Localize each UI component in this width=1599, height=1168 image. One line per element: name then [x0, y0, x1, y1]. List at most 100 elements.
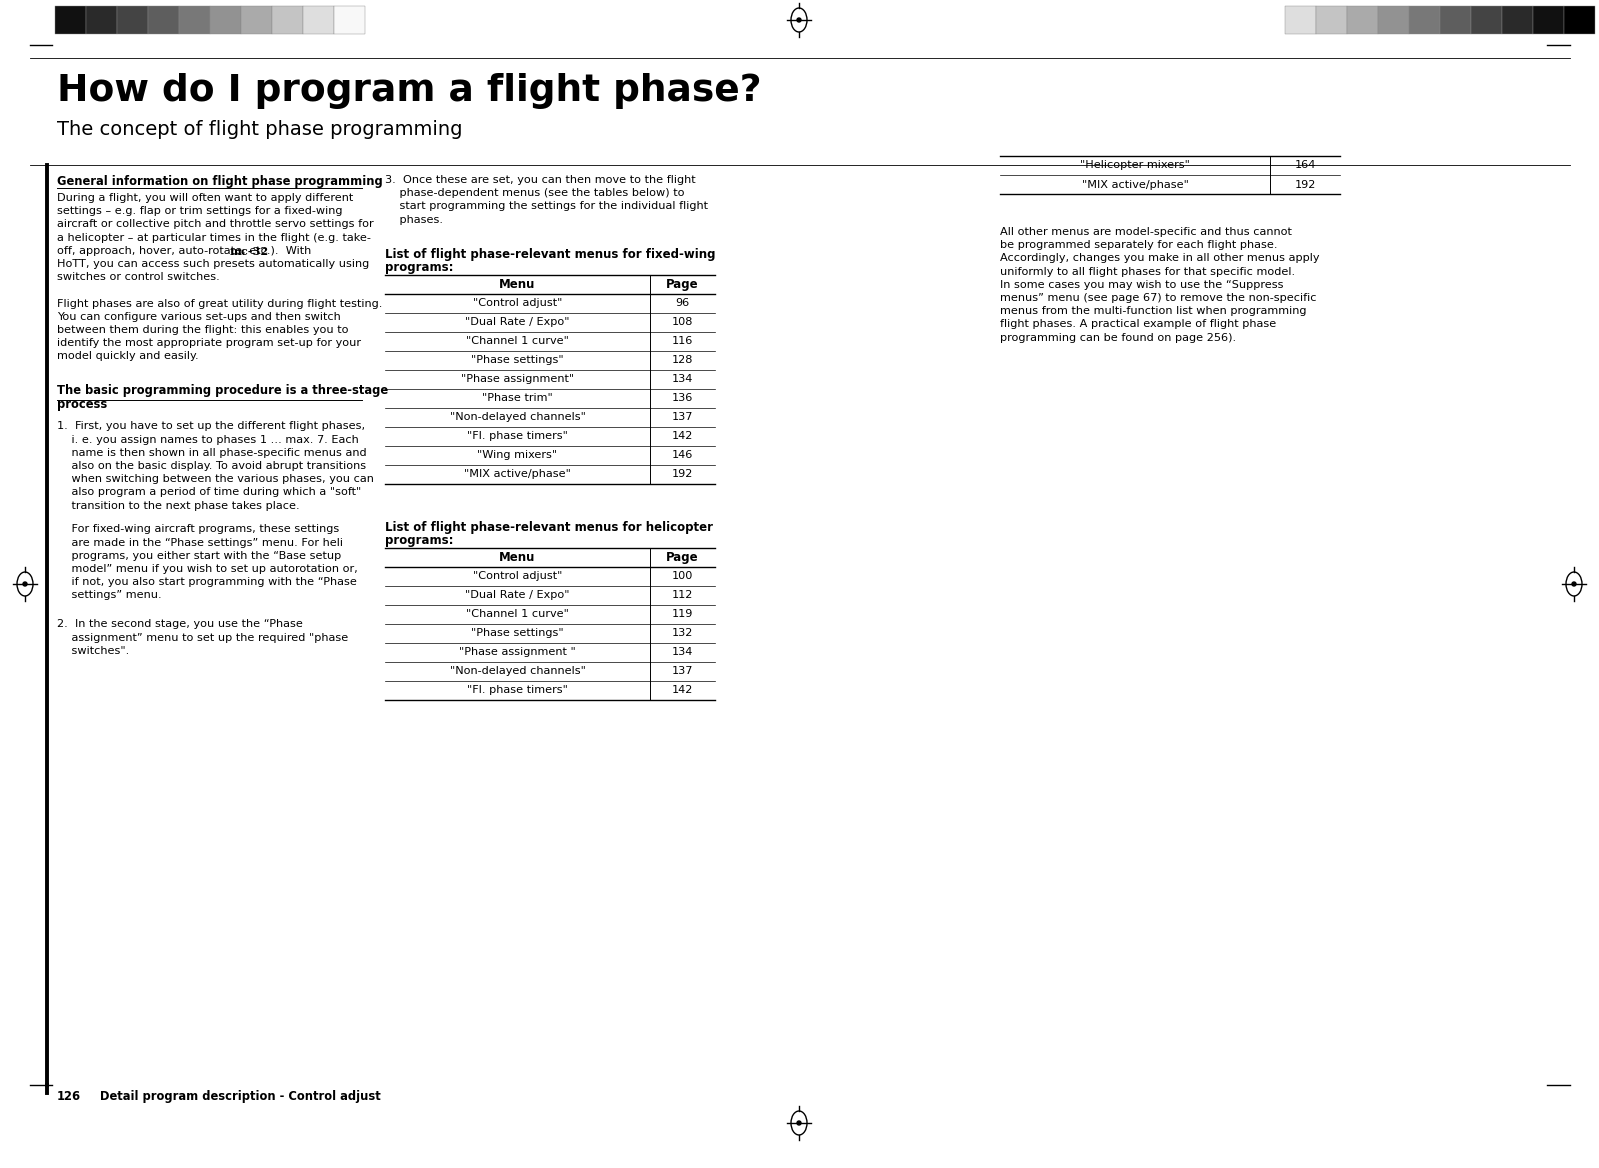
Text: General information on flight phase programming: General information on flight phase prog…	[58, 175, 382, 188]
Text: also on the basic display. To avoid abrupt transitions: also on the basic display. To avoid abru…	[58, 461, 366, 471]
Text: model quickly and easily.: model quickly and easily.	[58, 352, 198, 361]
Bar	[54, 6, 86, 34]
Text: 192: 192	[1294, 180, 1316, 189]
Text: "Fl. phase timers": "Fl. phase timers"	[467, 431, 568, 442]
Bar	[272, 6, 302, 34]
Text: programming can be found on page 256).: programming can be found on page 256).	[999, 333, 1236, 342]
Text: identify the most appropriate program set-up for your: identify the most appropriate program se…	[58, 339, 361, 348]
Text: How do I program a flight phase?: How do I program a flight phase?	[58, 72, 761, 109]
Text: programs:: programs:	[385, 260, 454, 273]
Text: programs:: programs:	[385, 534, 454, 547]
Text: menus from the multi-function list when programming: menus from the multi-function list when …	[999, 306, 1306, 317]
Text: transition to the next phase takes place.: transition to the next phase takes place…	[58, 501, 299, 510]
Circle shape	[796, 18, 801, 22]
Text: In some cases you may wish to use the “Suppress: In some cases you may wish to use the “S…	[999, 280, 1284, 290]
Text: 116: 116	[672, 336, 694, 346]
Text: "Wing mixers": "Wing mixers"	[478, 451, 558, 460]
Bar	[209, 6, 241, 34]
Text: assignment” menu to set up the required "phase: assignment” menu to set up the required …	[58, 633, 349, 642]
Text: 134: 134	[672, 647, 694, 658]
Text: also program a period of time during which a "soft": also program a period of time during whi…	[58, 487, 361, 498]
Text: "Channel 1 curve": "Channel 1 curve"	[465, 336, 569, 346]
Text: Flight phases are also of great utility during flight testing.: Flight phases are also of great utility …	[58, 299, 382, 308]
Text: Page: Page	[667, 551, 699, 564]
Text: Detail program description - Control adjust: Detail program description - Control adj…	[101, 1090, 381, 1103]
Text: switches".: switches".	[58, 646, 130, 655]
Bar	[1471, 6, 1501, 34]
Text: settings – e.g. flap or trim settings for a fixed-wing: settings – e.g. flap or trim settings fo…	[58, 207, 342, 216]
Bar	[1533, 6, 1564, 34]
Text: "Fl. phase timers": "Fl. phase timers"	[467, 686, 568, 695]
Bar	[86, 6, 117, 34]
Text: All other menus are model-specific and thus cannot: All other menus are model-specific and t…	[999, 227, 1292, 237]
Text: "Non-delayed channels": "Non-delayed channels"	[449, 412, 585, 423]
Bar	[1441, 6, 1471, 34]
Text: "Dual Rate / Expo": "Dual Rate / Expo"	[465, 591, 569, 600]
Text: programs, you either start with the “Base setup: programs, you either start with the “Bas…	[58, 551, 341, 561]
Text: "Channel 1 curve": "Channel 1 curve"	[465, 610, 569, 619]
Bar	[334, 6, 365, 34]
Text: between them during the flight: this enables you to: between them during the flight: this ena…	[58, 325, 349, 335]
Text: 128: 128	[672, 355, 694, 366]
Text: "Dual Rate / Expo": "Dual Rate / Expo"	[465, 318, 569, 327]
Text: "Phase assignment": "Phase assignment"	[461, 374, 574, 384]
Text: List of flight phase-relevant menus for helicopter: List of flight phase-relevant menus for …	[385, 521, 713, 534]
Bar	[302, 6, 334, 34]
Text: flight phases. A practical example of flight phase: flight phases. A practical example of fl…	[999, 319, 1276, 329]
Text: when switching between the various phases, you can: when switching between the various phase…	[58, 474, 374, 485]
Bar	[179, 6, 209, 34]
Text: off, approach, hover, auto-rotate, etc.).  With: off, approach, hover, auto-rotate, etc.)…	[58, 245, 315, 256]
Text: 2.  In the second stage, you use the “Phase: 2. In the second stage, you use the “Pha…	[58, 619, 302, 630]
Text: settings” menu.: settings” menu.	[58, 590, 161, 600]
Text: 142: 142	[672, 686, 694, 695]
Text: be programmed separately for each flight phase.: be programmed separately for each flight…	[999, 241, 1278, 250]
Bar	[1409, 6, 1441, 34]
Text: List of flight phase-relevant menus for fixed-wing: List of flight phase-relevant menus for …	[385, 248, 715, 260]
Text: 146: 146	[672, 451, 694, 460]
Text: "MIX active/phase": "MIX active/phase"	[1081, 180, 1188, 189]
Circle shape	[22, 582, 27, 586]
Text: 136: 136	[672, 394, 694, 403]
Text: 164: 164	[1294, 160, 1316, 171]
Text: model” menu if you wish to set up autorotation or,: model” menu if you wish to set up autoro…	[58, 564, 358, 573]
Text: mc-32: mc-32	[230, 245, 269, 257]
Text: phase-dependent menus (see the tables below) to: phase-dependent menus (see the tables be…	[385, 188, 684, 199]
Text: i. e. you assign names to phases 1 … max. 7. Each: i. e. you assign names to phases 1 … max…	[58, 434, 358, 445]
Text: if not, you also start programming with the “Phase: if not, you also start programming with …	[58, 577, 357, 588]
Text: "Non-delayed channels": "Non-delayed channels"	[449, 667, 585, 676]
Text: 96: 96	[675, 298, 689, 308]
Bar	[1501, 6, 1533, 34]
Bar	[117, 6, 149, 34]
Circle shape	[796, 1121, 801, 1125]
Text: 137: 137	[672, 412, 694, 423]
Text: menus” menu (see page 67) to remove the non-specific: menus” menu (see page 67) to remove the …	[999, 293, 1316, 303]
Circle shape	[1572, 582, 1577, 586]
Text: "Phase trim": "Phase trim"	[483, 394, 553, 403]
Text: uniformly to all flight phases for that specific model.: uniformly to all flight phases for that …	[999, 266, 1295, 277]
Text: "Control adjust": "Control adjust"	[473, 571, 563, 582]
Bar	[1378, 6, 1409, 34]
Text: 3.  Once these are set, you can then move to the flight: 3. Once these are set, you can then move…	[385, 175, 696, 185]
Text: "Helicopter mixers": "Helicopter mixers"	[1079, 160, 1190, 171]
Text: 112: 112	[672, 591, 694, 600]
Text: The basic programming procedure is a three-stage: The basic programming procedure is a thr…	[58, 384, 389, 397]
Text: aircraft or collective pitch and throttle servo settings for: aircraft or collective pitch and throttl…	[58, 220, 374, 229]
Text: 134: 134	[672, 374, 694, 384]
Text: 1.  First, you have to set up the different flight phases,: 1. First, you have to set up the differe…	[58, 422, 365, 431]
Text: Page: Page	[667, 278, 699, 291]
Text: Menu: Menu	[499, 278, 536, 291]
Text: 108: 108	[672, 318, 694, 327]
Text: 137: 137	[672, 667, 694, 676]
Text: name is then shown in all phase-specific menus and: name is then shown in all phase-specific…	[58, 447, 366, 458]
Bar	[1286, 6, 1316, 34]
Text: 119: 119	[672, 610, 694, 619]
Text: 142: 142	[672, 431, 694, 442]
Text: process: process	[58, 397, 107, 411]
Text: 126: 126	[58, 1090, 82, 1103]
Text: For fixed-wing aircraft programs, these settings: For fixed-wing aircraft programs, these …	[58, 524, 339, 534]
Text: a helicopter – at particular times in the flight (e.g. take-: a helicopter – at particular times in th…	[58, 232, 371, 243]
Text: 132: 132	[672, 628, 694, 639]
Text: 100: 100	[672, 571, 694, 582]
Bar	[241, 6, 272, 34]
Text: The concept of flight phase programming: The concept of flight phase programming	[58, 120, 462, 139]
